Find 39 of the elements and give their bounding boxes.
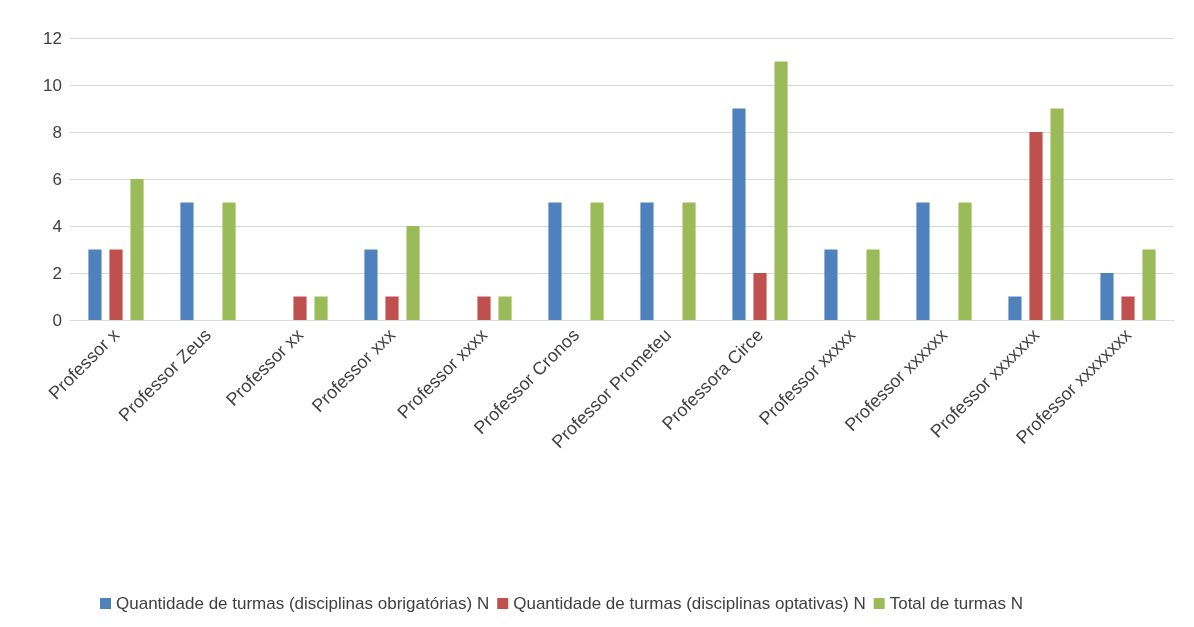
bar (590, 202, 604, 320)
legend-label: Quantidade de turmas (disciplinas obrigatórias) N (116, 594, 490, 613)
bar (314, 296, 328, 320)
bar (916, 202, 930, 320)
bar (958, 202, 972, 320)
bar (1121, 296, 1135, 320)
y-tick-label: 6 (52, 169, 62, 189)
bar (774, 61, 788, 320)
bar (406, 226, 420, 320)
bar (1029, 132, 1043, 320)
bar (732, 108, 746, 320)
legend-label: Total de turmas N (889, 594, 1023, 613)
bar (753, 273, 767, 320)
bar (293, 296, 307, 320)
bar (548, 202, 562, 320)
bar (130, 179, 144, 320)
bar (364, 249, 378, 320)
y-tick-label: 0 (52, 310, 62, 330)
bar (1142, 249, 1156, 320)
y-tick-label: 2 (52, 263, 62, 283)
bar (385, 296, 399, 320)
bar (866, 249, 880, 320)
bar (1050, 108, 1064, 320)
bar (640, 202, 654, 320)
bar (1008, 296, 1022, 320)
legend-label: Quantidade de turmas (disciplinas optativas) N (513, 594, 866, 613)
bar (1100, 273, 1114, 320)
bar (180, 202, 194, 320)
bar (498, 296, 512, 320)
y-tick-label: 10 (43, 75, 62, 95)
bar (824, 249, 838, 320)
bar (88, 249, 102, 320)
y-tick-label: 12 (43, 28, 62, 48)
y-tick-label: 8 (52, 122, 62, 142)
bar (682, 202, 696, 320)
y-tick-label: 4 (52, 216, 62, 236)
bar (222, 202, 236, 320)
bar (109, 249, 123, 320)
bar (477, 296, 491, 320)
